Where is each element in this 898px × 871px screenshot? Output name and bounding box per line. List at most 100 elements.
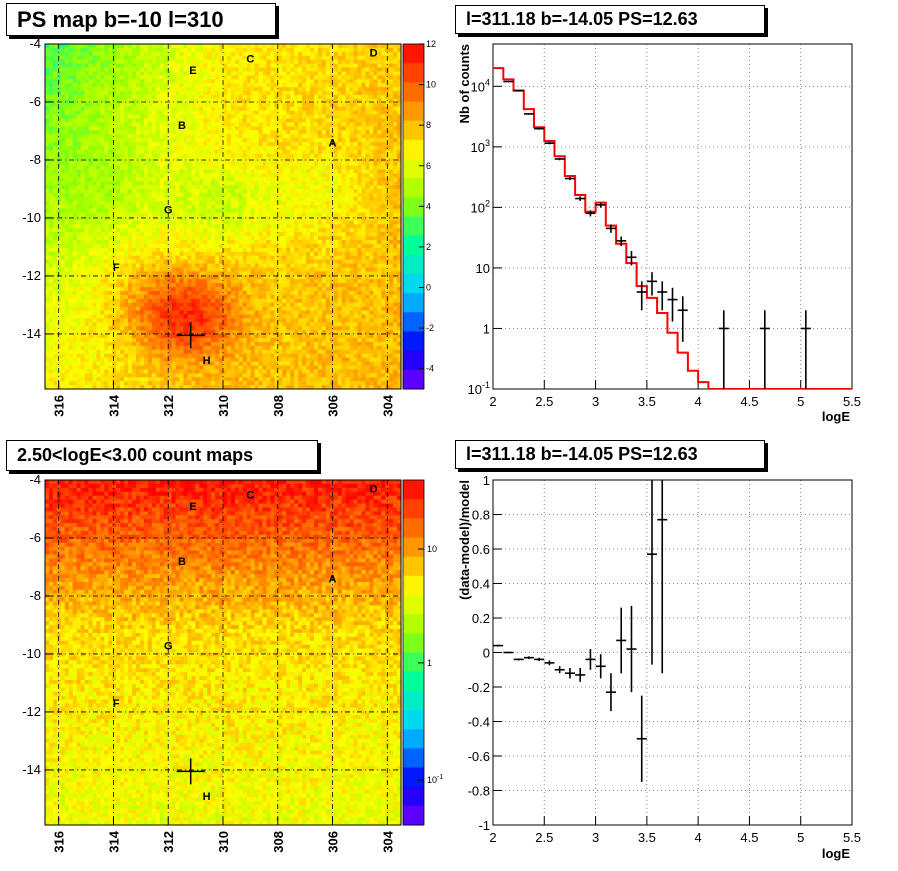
heatmap-cell [159,149,165,155]
heatmap-cell [345,47,350,53]
heatmap-cell [313,67,319,72]
heatmap-cell [262,240,267,245]
heatmap-cell [167,173,172,178]
heatmap-cell [381,75,386,80]
heatmap-cell [377,75,382,80]
heatmap-cell [207,142,212,147]
heatmap-cell [353,173,358,178]
heatmap-cell [135,98,141,104]
heatmap-cell [76,142,81,147]
heatmap-cell [116,243,121,249]
heatmap-cell [199,55,204,61]
heatmap-cell [179,228,184,233]
heatmap-cell [76,138,81,143]
heatmap-cell [183,63,188,68]
heatmap-cell [203,181,208,186]
heatmap-cell [294,224,299,229]
heatmap-cell [116,232,121,237]
heatmap-cell [124,247,129,253]
heatmap-cell [302,212,307,217]
heatmap-cell [282,67,287,72]
heatmap-cell [397,173,401,178]
heatmap-cell [191,75,196,80]
heatmap-cell [92,44,97,49]
heatmap-cell [203,67,208,72]
heatmap-cell [234,114,240,119]
heatmap-cell [397,98,401,104]
heatmap-cell [155,67,161,72]
heatmap-cell [361,169,366,174]
heatmap-cell [302,192,307,198]
heatmap-cell [262,114,267,119]
heatmap-cell [45,181,50,186]
heatmap-cell [207,145,212,151]
heatmap-cell [175,67,180,72]
heatmap-cell [294,216,299,221]
heatmap-cell [278,91,283,96]
heatmap-cell [45,189,50,194]
heatmap-cell [313,94,319,100]
heatmap-cell [139,196,145,202]
heatmap-cell [381,153,386,159]
heatmap-cell [226,102,232,108]
heatmap-cell [143,126,149,131]
heatmap-cell [108,232,113,237]
heatmap-cell [369,153,374,159]
heatmap-cell [306,44,311,49]
heatmap-cell [278,59,283,64]
heatmap-cell [132,196,137,202]
heatmap-cell [128,145,133,151]
heatmap-cell [377,204,382,210]
heatmap-cell [270,122,275,127]
heatmap-cell [147,181,153,186]
heatmap-cell [397,243,401,249]
heatmap-cell [298,181,303,186]
heatmap-cell [100,200,105,206]
heatmap-cell [262,110,267,115]
heatmap-cell [72,67,78,72]
heatmap-cell [88,134,93,139]
heatmap-cell [310,165,315,170]
heatmap-cell [369,47,374,53]
heatmap-cell [325,208,331,213]
heatmap-cell [270,236,275,241]
heatmap-cell [389,153,394,159]
heatmap-cell [353,47,358,53]
heatmap-cell [250,145,256,151]
heatmap-cell [128,255,133,261]
heatmap-cell [203,118,208,123]
heatmap-cell [195,149,200,155]
heatmap-cell [298,247,303,253]
heatmap-cell [349,157,354,163]
heatmap-cell [56,216,62,221]
heatmap-cell [270,196,275,202]
heatmap-cell [179,232,184,237]
heatmap-cell [246,51,252,57]
heatmap-cell [100,259,105,264]
heatmap-cell [80,247,85,253]
heatmap-cell [298,161,303,166]
heatmap-cell [139,251,145,257]
heatmap-cell [353,91,358,96]
heatmap-cell [290,114,295,119]
heatmap-cell [143,216,149,221]
heatmap-cell [96,55,101,61]
heatmap-cell [84,220,89,225]
heatmap-cell [246,200,252,206]
heatmap-cell [48,55,54,61]
heatmap-cell [262,255,267,261]
heatmap-cell [116,91,121,96]
heatmap-cell [373,165,378,170]
heatmap-cell [124,240,129,245]
heatmap-cell [116,255,121,261]
heatmap-cell [219,216,224,221]
heatmap-cell [187,161,192,166]
heatmap-cell [48,130,54,135]
heatmap-cell [64,138,70,143]
heatmap-cell [171,247,176,253]
heatmap-cell [310,208,315,213]
heatmap-cell [389,224,394,229]
heatmap-cell [179,130,184,135]
heatmap-cell [171,165,176,170]
heatmap-cell [64,145,70,151]
